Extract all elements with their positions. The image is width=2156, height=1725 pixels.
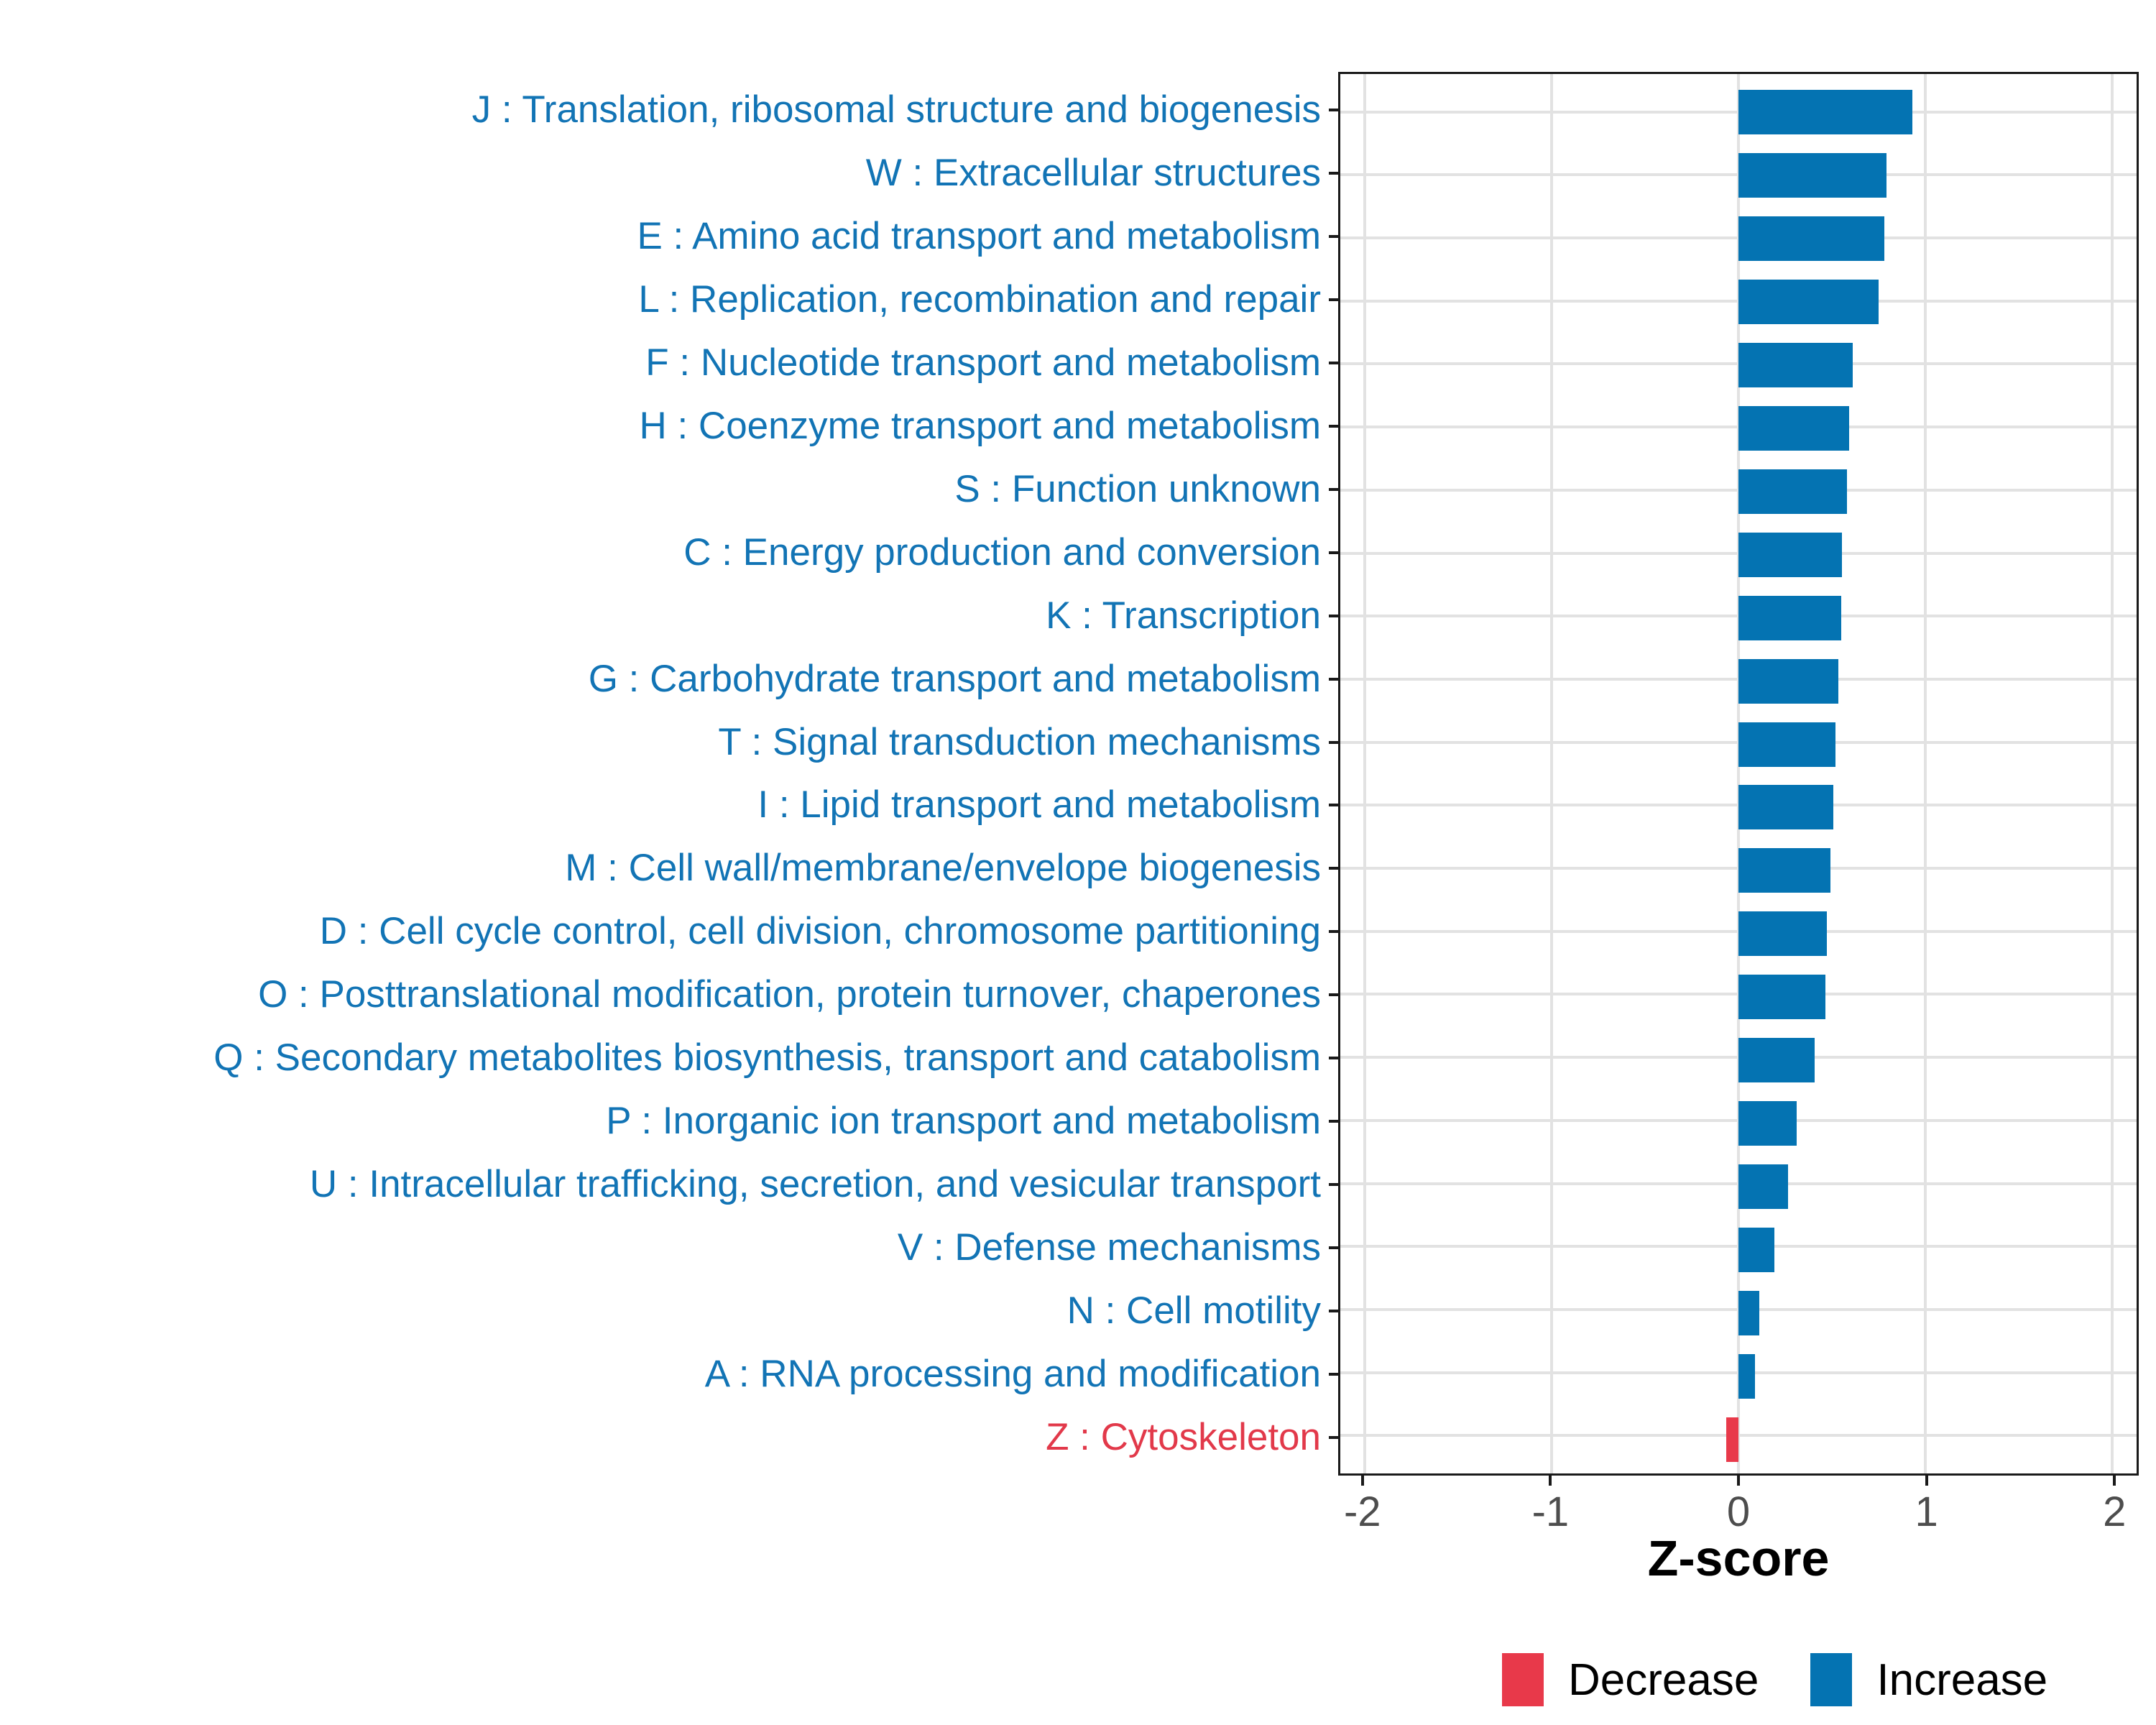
- bar-g: [1738, 658, 1839, 704]
- category-label: N : Cell motility: [1067, 1289, 1321, 1333]
- category-tick: [1329, 487, 1338, 491]
- category-tick: [1329, 1246, 1338, 1250]
- category-label: V : Defense mechanisms: [897, 1226, 1321, 1269]
- bar-w: [1738, 152, 1886, 198]
- category-tick: [1329, 1183, 1338, 1187]
- category-tick: [1329, 804, 1338, 807]
- category-label: J : Translation, ribosomal structure and…: [471, 88, 1321, 131]
- bar-l: [1738, 279, 1879, 324]
- category-tick: [1329, 171, 1338, 175]
- x-gridline: [1924, 74, 1927, 1473]
- category-tick: [1329, 1057, 1338, 1060]
- x-tick: [1549, 1475, 1552, 1486]
- plot-panel: [1338, 72, 2139, 1476]
- bar-e: [1738, 216, 1884, 261]
- category-label: U : Intracellular trafficking, secretion…: [309, 1163, 1321, 1206]
- category-tick: [1329, 1310, 1338, 1313]
- bar-t: [1738, 722, 1836, 767]
- y-gridline: [1340, 1434, 2137, 1438]
- legend-swatch-decrease: [1502, 1653, 1544, 1706]
- bar-s: [1738, 469, 1847, 514]
- legend: Decrease Increase: [1502, 1653, 2047, 1706]
- x-axis-title: Z-score: [1647, 1530, 1830, 1586]
- bar-j: [1738, 89, 1912, 134]
- x-tick: [1925, 1475, 1928, 1486]
- category-label: W : Extracellular structures: [865, 151, 1321, 194]
- category-label: T : Signal transduction mechanisms: [718, 720, 1321, 763]
- category-tick: [1329, 1373, 1338, 1376]
- category-tick: [1329, 298, 1338, 301]
- legend-label: Increase: [1876, 1655, 2048, 1705]
- bar-k: [1738, 595, 1841, 640]
- bar-z: [1726, 1417, 1738, 1463]
- bar-d: [1738, 911, 1827, 957]
- category-label: H : Coenzyme transport and metabolism: [639, 404, 1321, 447]
- bar-i: [1738, 785, 1833, 830]
- category-tick: [1329, 1120, 1338, 1123]
- legend-item-decrease: Decrease: [1502, 1653, 1759, 1706]
- category-label: O : Posttranslational modification, prot…: [258, 973, 1321, 1016]
- x-gridline: [1363, 74, 1366, 1473]
- x-gridline: [1549, 74, 1553, 1473]
- legend-label: Decrease: [1568, 1655, 1759, 1705]
- category-label: G : Carbohydrate transport and metabolis…: [588, 657, 1321, 700]
- bar-v: [1738, 1228, 1774, 1273]
- x-tick: [1737, 1475, 1740, 1486]
- category-tick: [1329, 361, 1338, 364]
- category-label: Z : Cytoskeleton: [1046, 1416, 1321, 1459]
- category-label: Q : Secondary metabolites biosynthesis, …: [213, 1036, 1321, 1080]
- x-tick-label: -1: [1531, 1489, 1570, 1535]
- category-label: D : Cell cycle control, cell division, c…: [319, 910, 1321, 953]
- category-label: C : Energy production and conversion: [683, 530, 1321, 574]
- bar-p: [1738, 1101, 1797, 1146]
- x-tick: [2113, 1475, 2116, 1486]
- category-tick: [1329, 614, 1338, 617]
- bar-q: [1738, 1038, 1815, 1083]
- category-label: P : Inorganic ion transport and metaboli…: [606, 1100, 1321, 1143]
- x-tick-label: 1: [1915, 1489, 1938, 1535]
- bar-c: [1738, 532, 1843, 577]
- category-tick: [1329, 993, 1338, 997]
- category-tick: [1329, 551, 1338, 554]
- bar-f: [1738, 342, 1853, 387]
- x-gridline: [1737, 74, 1740, 1473]
- bar-a: [1738, 1354, 1755, 1399]
- bar-h: [1738, 405, 1849, 451]
- category-tick: [1329, 867, 1338, 870]
- category-label: M : Cell wall/membrane/envelope biogenes…: [565, 847, 1321, 890]
- bar-m: [1738, 848, 1830, 893]
- category-tick: [1329, 740, 1338, 744]
- category-tick: [1329, 234, 1338, 238]
- bar-o: [1738, 975, 1825, 1020]
- category-label: L : Replication, recombination and repai…: [638, 277, 1321, 321]
- x-gridline: [2111, 74, 2114, 1473]
- category-label: A : RNA processing and modification: [704, 1353, 1321, 1396]
- category-tick: [1329, 108, 1338, 111]
- category-tick: [1329, 677, 1338, 681]
- bar-n: [1738, 1291, 1760, 1336]
- category-tick: [1329, 424, 1338, 428]
- category-label: S : Function unknown: [954, 467, 1321, 510]
- x-tick-label: 0: [1726, 1489, 1751, 1535]
- legend-item-increase: Increase: [1810, 1653, 2047, 1706]
- category-label: I : Lipid transport and metabolism: [757, 783, 1321, 827]
- x-tick: [1360, 1475, 1364, 1486]
- legend-swatch-increase: [1810, 1653, 1853, 1706]
- category-label: E : Amino acid transport and metabolism: [637, 214, 1321, 257]
- category-tick: [1329, 1436, 1338, 1440]
- x-tick-label: 2: [2103, 1489, 2127, 1535]
- category-tick: [1329, 930, 1338, 934]
- x-tick-label: -2: [1343, 1489, 1381, 1535]
- bar-u: [1738, 1164, 1788, 1210]
- category-label: F : Nucleotide transport and metabolism: [645, 341, 1321, 384]
- category-label: K : Transcription: [1046, 594, 1321, 637]
